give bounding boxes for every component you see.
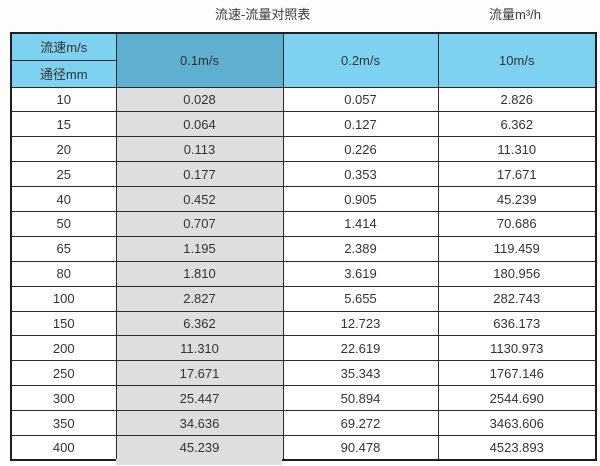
flow-value-cell: 0.707 bbox=[115, 210, 284, 237]
flow-value-cell: 70.686 bbox=[437, 210, 597, 237]
table-row: 65 1.195 2.389 119.459 bbox=[10, 235, 597, 262]
diameter-cell: 300 bbox=[10, 385, 117, 412]
flow-value-cell: 3.619 bbox=[282, 260, 439, 287]
diameter-cell: 350 bbox=[10, 410, 117, 436]
flow-value-cell: 45.239 bbox=[437, 186, 597, 212]
flow-value-cell: 69.272 bbox=[282, 410, 439, 436]
table-row: 250 17.671 35.343 1767.146 bbox=[10, 360, 597, 387]
flow-value-cell: 180.956 bbox=[437, 260, 597, 287]
header-row-diameter: 通径mm bbox=[10, 59, 596, 88]
header-velocity-10: 10m/s bbox=[437, 32, 597, 88]
flow-value-cell: 6.362 bbox=[115, 310, 284, 337]
flow-value-cell: 1.810 bbox=[115, 260, 284, 287]
flow-value-cell: 636.173 bbox=[437, 310, 597, 337]
flow-value-cell: 22.619 bbox=[282, 335, 439, 362]
diameter-cell: 40 bbox=[10, 186, 117, 212]
diameter-cell: 25 bbox=[10, 161, 117, 188]
table-row: 350 34.636 69.272 3463.606 bbox=[10, 410, 597, 436]
diameter-cell: 65 bbox=[10, 235, 117, 262]
flow-value-cell: 2.389 bbox=[282, 235, 439, 262]
flow-value-cell: 12.723 bbox=[282, 310, 439, 337]
table-row: 200 11.310 22.619 1130.973 bbox=[10, 335, 597, 362]
table-row: 400 45.239 90.478 4523.893 bbox=[10, 434, 597, 461]
flow-value-cell: 17.671 bbox=[115, 360, 284, 387]
flow-value-cell: 2.826 bbox=[437, 86, 597, 113]
table-row: 80 1.810 3.619 180.956 bbox=[10, 260, 597, 287]
diameter-cell: 250 bbox=[10, 360, 117, 387]
flow-value-cell: 0.127 bbox=[282, 111, 439, 138]
flow-unit-label: 流量m³/h bbox=[489, 7, 542, 22]
flow-value-cell: 3463.606 bbox=[437, 410, 597, 436]
flow-value-cell: 0.064 bbox=[115, 111, 284, 138]
flow-value-cell: 0.452 bbox=[115, 186, 284, 212]
flow-value-cell: 50.894 bbox=[282, 385, 439, 412]
table-row: 25 0.177 0.353 17.671 bbox=[10, 161, 597, 188]
diameter-cell: 150 bbox=[10, 310, 117, 337]
table-row: 10 0.028 0.057 2.826 bbox=[10, 86, 597, 113]
header-velocity-0-2: 0.2m/s bbox=[282, 32, 439, 88]
flow-value-cell: 1.195 bbox=[115, 235, 284, 262]
flow-value-cell: 0.028 bbox=[115, 86, 284, 113]
flow-value-cell: 0.113 bbox=[115, 136, 284, 163]
flow-value-cell: 1.414 bbox=[282, 210, 439, 237]
table-row: 15 0.064 0.127 6.362 bbox=[10, 111, 597, 138]
diameter-cell: 15 bbox=[10, 111, 117, 138]
flow-value-cell: 2.827 bbox=[115, 285, 284, 312]
flow-value-cell: 4523.893 bbox=[437, 434, 597, 461]
gray-column-overhang bbox=[116, 459, 282, 465]
header-velocity-0-1: 0.1m/s bbox=[115, 32, 284, 88]
flow-rate-table: 流速m/s 0.1m/s 0.2m/s 10m/s 通径mm 10 0.028 0.… bbox=[10, 32, 597, 462]
flow-value-cell: 0.177 bbox=[115, 161, 284, 188]
diameter-cell: 400 bbox=[10, 434, 117, 461]
table-row: 40 0.452 0.905 45.239 bbox=[10, 186, 597, 212]
flow-value-cell: 90.478 bbox=[282, 434, 439, 461]
table-row: 100 2.827 5.655 282.743 bbox=[10, 285, 597, 312]
corner-velocity-label: 流速m/s bbox=[10, 32, 117, 61]
flow-value-cell: 45.239 bbox=[115, 434, 284, 461]
flow-value-cell: 0.226 bbox=[282, 136, 439, 163]
flow-value-cell: 119.459 bbox=[437, 235, 597, 262]
table-body: 10 0.028 0.057 2.826 15 0.064 0.127 6.362 20 0.11… bbox=[10, 86, 597, 461]
header-row-velocity: 流速m/s 0.1m/s 0.2m/s 10m/s bbox=[10, 32, 597, 88]
flow-value-cell: 25.447 bbox=[115, 385, 284, 412]
flow-value-cell: 6.362 bbox=[437, 111, 597, 138]
diameter-cell: 10 bbox=[10, 86, 117, 113]
flow-value-cell: 0.353 bbox=[282, 161, 439, 188]
table-row: 20 0.113 0.226 11.310 bbox=[10, 136, 597, 163]
flow-value-cell: 2544.690 bbox=[437, 385, 597, 412]
flow-value-cell: 35.343 bbox=[282, 360, 439, 387]
table-row: 150 6.362 12.723 636.173 bbox=[10, 310, 597, 337]
flow-value-cell: 11.310 bbox=[115, 335, 284, 362]
flow-value-cell: 5.655 bbox=[282, 285, 439, 312]
flow-value-cell: 0.905 bbox=[282, 186, 439, 212]
flow-value-cell: 0.057 bbox=[282, 86, 439, 113]
diameter-cell: 100 bbox=[10, 285, 117, 312]
table-header: 流速m/s 0.1m/s 0.2m/s 10m/s 通径mm bbox=[10, 32, 597, 88]
corner-diameter-label: 通径mm bbox=[10, 59, 117, 88]
flow-value-cell: 1130.973 bbox=[437, 335, 597, 362]
diameter-cell: 200 bbox=[10, 335, 117, 362]
table-row: 50 0.707 1.414 70.686 bbox=[10, 210, 597, 237]
flow-value-cell: 17.671 bbox=[437, 161, 597, 188]
diameter-cell: 50 bbox=[10, 210, 117, 237]
diameter-cell: 20 bbox=[10, 136, 117, 163]
flow-value-cell: 1767.146 bbox=[437, 360, 597, 387]
diameter-cell: 80 bbox=[10, 260, 117, 287]
flow-value-cell: 11.310 bbox=[437, 136, 597, 163]
flow-value-cell: 34.636 bbox=[115, 410, 284, 436]
flow-value-cell: 282.743 bbox=[437, 285, 597, 312]
table-row: 300 25.447 50.894 2544.690 bbox=[10, 385, 597, 412]
page-title: 流速-流量对照表 bbox=[215, 7, 311, 22]
